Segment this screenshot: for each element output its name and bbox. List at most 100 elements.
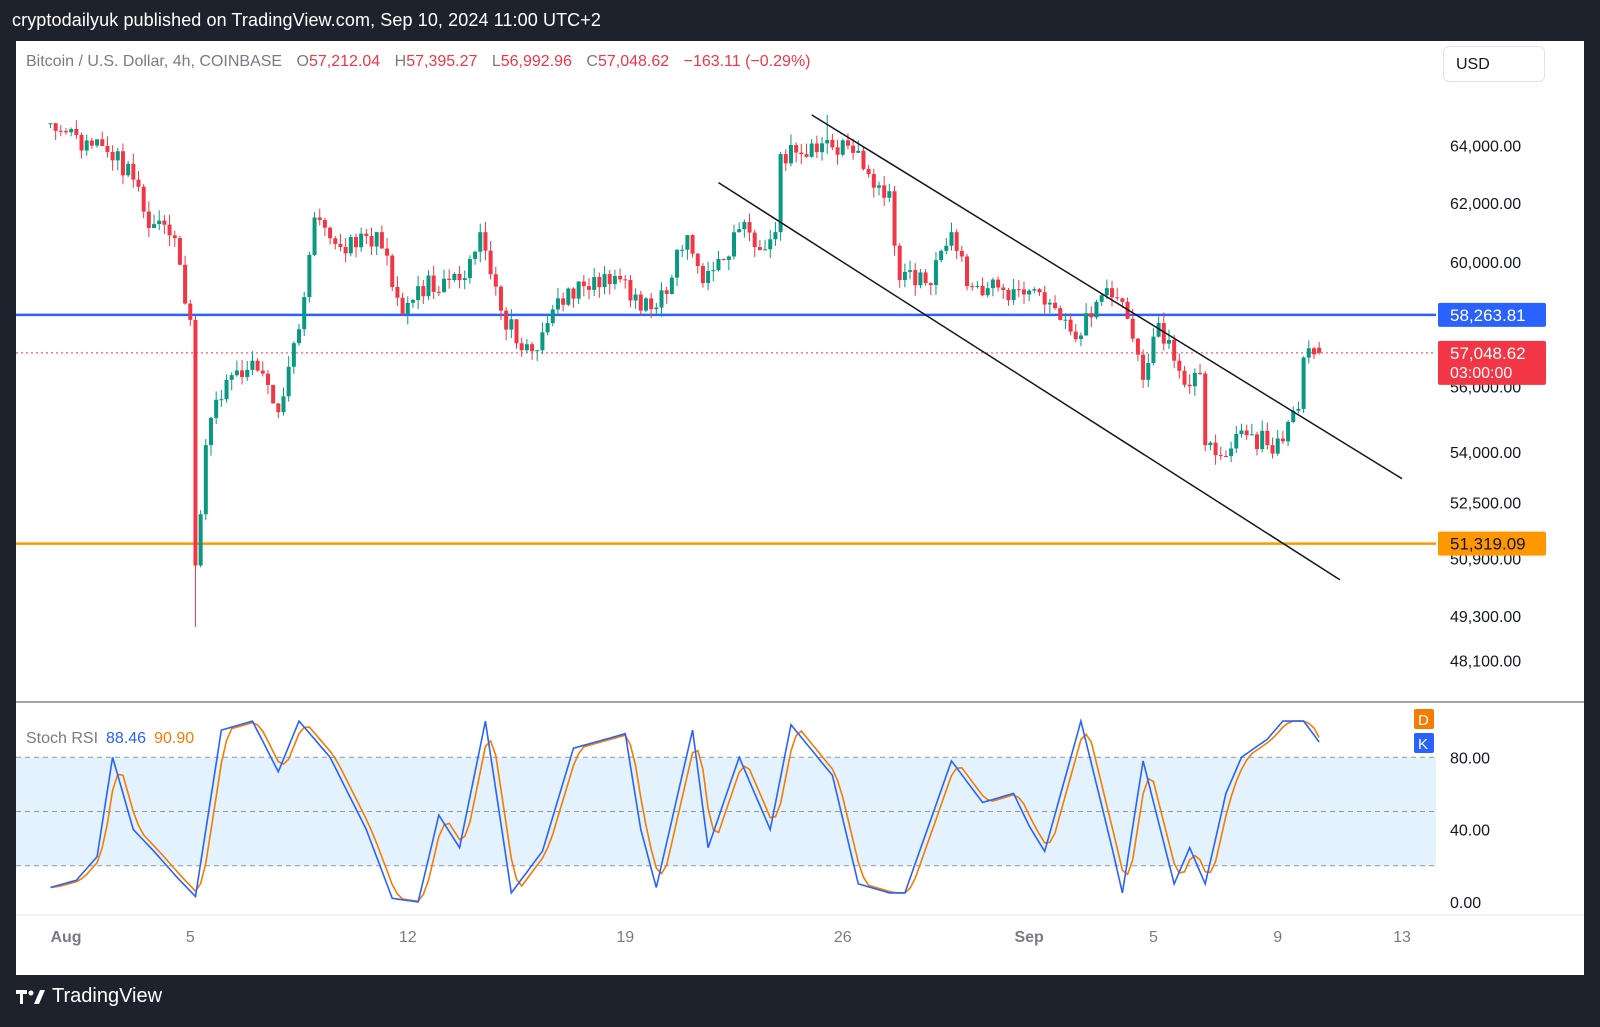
candle-body [918, 272, 923, 286]
candle-body [763, 249, 768, 251]
candle-body [1234, 433, 1239, 449]
close-label: C [586, 53, 598, 70]
candle-body [1047, 302, 1052, 305]
candle-body [203, 445, 208, 515]
candle-body [1255, 434, 1260, 450]
price-axis-tick-label: 50,900.00 [1450, 551, 1521, 568]
candle-body [146, 211, 151, 229]
price-axis-tick-label: 60,000.00 [1450, 255, 1521, 272]
candle-body [887, 191, 892, 198]
candle-body [141, 186, 146, 212]
footer-brand[interactable]: TradingView [16, 985, 162, 1008]
candle-body [333, 238, 338, 244]
candle-body [856, 150, 861, 153]
candle-body [612, 275, 617, 285]
candle-body [695, 253, 700, 267]
candle-body [1115, 297, 1120, 299]
candle-body [566, 288, 571, 305]
time-axis-tick-label: 12 [399, 929, 417, 946]
price-label-box [1438, 340, 1546, 385]
candle-body [1161, 323, 1166, 344]
candle-body [882, 185, 887, 198]
currency-button[interactable]: USD [1443, 46, 1545, 82]
candle-body [638, 294, 643, 311]
candle-body [514, 319, 519, 344]
candle-body [1208, 442, 1213, 446]
candle-body [1301, 357, 1306, 409]
time-axis-tick-label: 19 [616, 929, 634, 946]
candle-body [1146, 363, 1151, 380]
candle-body [1068, 319, 1073, 332]
price-label-box [1438, 302, 1546, 327]
candle-body [1275, 438, 1280, 454]
candle-body [804, 154, 809, 157]
symbol-legend: Bitcoin / U.S. Dollar, 4h, COINBASE O57,… [26, 53, 811, 71]
candle-body [908, 270, 913, 272]
time-axis-tick-label: 26 [834, 929, 852, 946]
candle-body [1182, 370, 1187, 385]
chart-canvas[interactable]: 64,000.0062,000.0060,000.0056,000.0054,0… [16, 41, 1584, 975]
candle-body [1151, 336, 1156, 364]
candle-body [307, 254, 312, 298]
candle-body [835, 147, 840, 155]
candle-body [338, 243, 343, 247]
candle-body [996, 279, 1001, 288]
candle-body [1016, 289, 1021, 291]
candle-body [302, 297, 307, 330]
candle-body [737, 229, 742, 233]
candle-body [980, 285, 985, 296]
candle-body [990, 279, 995, 289]
candle-body [690, 235, 695, 254]
candle-body [1177, 360, 1182, 371]
candle-body [747, 222, 752, 233]
candle-body [773, 232, 778, 240]
high-label: H [394, 53, 407, 70]
candle-body [809, 143, 814, 157]
candle-body [845, 140, 850, 146]
candle-body [1053, 302, 1058, 309]
low-value: 56,992.96 [500, 53, 572, 70]
candle-body [607, 274, 612, 285]
candle-body [788, 145, 793, 164]
stoch-rsi-name[interactable]: Stoch RSI [26, 730, 99, 747]
candle-body [587, 286, 592, 290]
candle-body [452, 273, 457, 280]
candle-body [545, 323, 550, 333]
candle-body [162, 220, 167, 225]
symbol-name[interactable]: Bitcoin / U.S. Dollar, 4h, COINBASE [26, 53, 283, 70]
candle-body [395, 287, 400, 298]
candle-body [985, 288, 990, 296]
candle-body [317, 217, 322, 221]
candle-body [861, 150, 866, 169]
candle-body [1192, 373, 1197, 387]
candle-body [1037, 289, 1042, 293]
price-axis-tick-label: 49,300.00 [1450, 609, 1521, 626]
candle-body [628, 280, 633, 301]
candle-body [1311, 348, 1316, 355]
candle-body [260, 370, 265, 374]
time-axis-tick-label: 9 [1273, 929, 1282, 946]
candle-body [1265, 430, 1270, 446]
candle-body [1291, 410, 1296, 423]
candle-body [105, 145, 110, 152]
candle-body [933, 260, 938, 286]
candle-body [120, 151, 125, 176]
candle-body [1110, 288, 1115, 298]
brand-name: TradingView [52, 985, 163, 1007]
candle-body [271, 384, 276, 404]
chart-panel[interactable]: 64,000.00 62,000.00 60,000.00 56,000.00 54,0… [16, 41, 1584, 975]
candle-body [530, 344, 535, 352]
candle-body [493, 274, 498, 287]
candle-body [188, 303, 193, 320]
candle-body [1249, 434, 1254, 436]
candle-body [95, 139, 100, 146]
candle-body [1006, 289, 1011, 301]
price-label-box [1438, 531, 1546, 556]
candle-body [385, 248, 390, 256]
candle-body [245, 369, 250, 377]
candle-body [732, 232, 736, 257]
candle-body [167, 224, 172, 236]
candle-body [1084, 313, 1089, 336]
candle-body [1021, 289, 1026, 295]
candle-body [126, 163, 131, 176]
